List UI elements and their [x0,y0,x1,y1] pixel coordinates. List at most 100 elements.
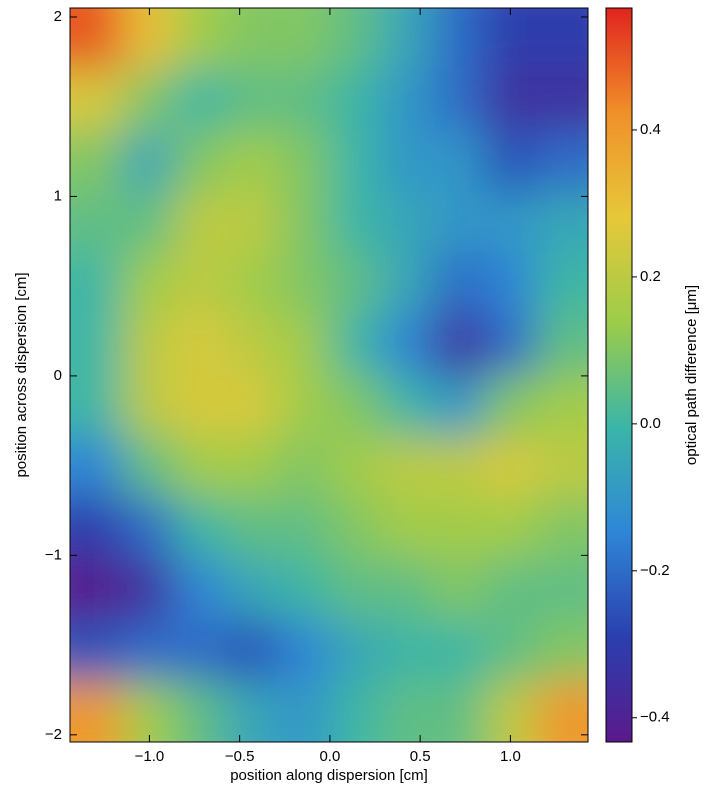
heat-cell [174,559,227,621]
heat-cell [277,253,330,315]
heat-cell [277,69,330,131]
heat-cell [174,497,227,559]
x-tick-label: 0.0 [319,748,340,765]
heat-cell [433,69,486,131]
heatmap [30,0,629,783]
y-tick-label: −2 [45,726,62,743]
colorbar-tick-label: −0.4 [640,709,670,726]
heat-cell [225,620,278,682]
heat-cell [225,192,278,254]
heat-cell [381,620,434,682]
heat-cell [225,253,278,315]
colorbar [606,8,632,742]
heat-cell [484,559,537,621]
heat-cell [225,436,278,498]
heat-cell [30,620,123,682]
heat-cell [225,559,278,621]
x-axis-label: position along dispersion [cm] [230,767,428,784]
heat-cell [381,130,434,192]
x-tick-label: 0.5 [410,748,431,765]
heat-cell [122,69,175,131]
heat-cell [329,620,382,682]
heat-cell [433,497,486,559]
heat-cell [174,130,227,192]
heat-cell [122,130,175,192]
y-tick-label: 1 [54,187,62,204]
heat-cell [174,192,227,254]
heat-cell [174,436,227,498]
heat-cell [433,375,486,437]
colorbar-tick-label: 0.4 [640,121,661,138]
x-tick-label: 1.0 [500,748,521,765]
heat-cell [484,69,537,131]
heat-cell [277,375,330,437]
heat-cell [277,314,330,376]
heat-cell [122,681,175,783]
heat-cell [277,436,330,498]
heat-cell [122,375,175,437]
heat-cell [30,436,123,498]
heat-cell [484,375,537,437]
heat-cell [30,0,123,70]
chart: position along dispersion [cm] position … [0,0,703,792]
heat-cell [225,130,278,192]
heat-cell [484,436,537,498]
heat-cell [174,375,227,437]
heat-cell [329,375,382,437]
colorbar-tick-label: 0.2 [640,268,661,285]
heat-cell [225,0,278,70]
colorbar-tick-label: −0.2 [640,562,670,579]
heat-cell [484,681,537,783]
heat-cell [433,253,486,315]
heat-cell [122,497,175,559]
heat-cell [174,681,227,783]
heat-cell [329,130,382,192]
heat-cell [433,192,486,254]
heat-cell [329,497,382,559]
heat-cell [225,314,278,376]
heat-cell [122,620,175,682]
heat-cell [30,130,123,192]
heat-cell [122,436,175,498]
heat-cell [30,253,123,315]
heat-cell [381,0,434,70]
y-tick-label: 2 [54,8,62,25]
heat-cell [122,559,175,621]
heat-cell [381,69,434,131]
heat-cell [484,130,537,192]
heat-cell [174,0,227,70]
heat-cell [122,253,175,315]
heat-cell [329,436,382,498]
heat-cell [174,620,227,682]
heat-cell [433,130,486,192]
x-tick-label: −0.5 [225,748,255,765]
heat-cell [433,620,486,682]
heat-cell [484,497,537,559]
colorbar-label: optical path difference [μm] [683,285,700,465]
heat-cell [174,314,227,376]
heat-cell [329,559,382,621]
heat-cell [433,314,486,376]
heat-cell [484,314,537,376]
heat-cell [433,681,486,783]
heat-cell [30,69,123,131]
heat-cell [381,559,434,621]
heat-cell [329,0,382,70]
heat-cell [277,620,330,682]
heat-cell [122,314,175,376]
heat-cell [381,436,434,498]
heat-cell [484,192,537,254]
heat-cell [484,253,537,315]
heat-cell [225,375,278,437]
heat-cell [225,497,278,559]
heat-cell [30,375,123,437]
heat-cell [381,314,434,376]
y-tick-label: −1 [45,546,62,563]
heat-cell [381,192,434,254]
heat-cell [433,436,486,498]
heat-cell [484,620,537,682]
heat-cell [122,0,175,70]
heat-cell [174,253,227,315]
heat-cell [329,69,382,131]
heat-cell [277,559,330,621]
